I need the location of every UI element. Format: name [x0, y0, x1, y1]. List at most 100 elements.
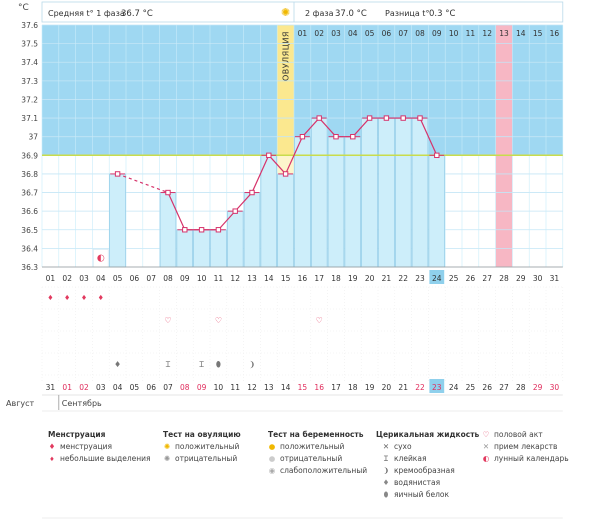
cycle-day-label: 01 [46, 274, 56, 283]
cycle-day-label: 09 [180, 274, 190, 283]
moon-icon: ◐ [482, 454, 490, 463]
calendar-date-label: 30 [550, 383, 560, 392]
calendar-date-label: 06 [146, 383, 156, 392]
phase2-day-label: 06 [382, 29, 392, 38]
cycle-day-label: 19 [348, 274, 358, 283]
calendar-date-label: 25 [466, 383, 476, 392]
temp-bar [193, 229, 210, 268]
temp-point [383, 115, 390, 121]
phase2-day-label: 12 [482, 29, 492, 38]
temp-bar [428, 155, 445, 268]
calendar-date-label: 24 [449, 383, 459, 392]
sticky-icon: Ɪ [166, 360, 171, 369]
current-date-highlight [429, 379, 445, 393]
cycle-day-label: 22 [398, 274, 408, 283]
calendar-date-label: 14 [281, 383, 291, 392]
calendar-date-label: 04 [113, 383, 123, 392]
temp-point [417, 115, 423, 121]
cycle-day-label: 23 [415, 274, 425, 283]
temp-bar [394, 117, 412, 268]
temp-bar [361, 117, 378, 268]
temp-point [316, 115, 322, 121]
calendar-date-label: 31 [46, 383, 56, 392]
diff-label: Разница t° [385, 9, 429, 18]
legend-pt-positive: положительный [280, 442, 345, 451]
legend-pt-weak: слабоположительный [280, 466, 368, 475]
calendar-date-label: 16 [314, 383, 324, 392]
cycle-day-label: 10 [197, 274, 207, 283]
cycle-day-label: 11 [214, 274, 224, 283]
temp-line-segment [285, 136, 303, 175]
ovulation-band [277, 25, 294, 156]
legend-fluid-title: Церикальная жидкость [376, 430, 480, 439]
cycle-day-label: 05 [113, 274, 123, 283]
temp-point [434, 152, 440, 159]
temp-point [232, 208, 238, 214]
legend-intercourse: половой акт [494, 430, 543, 439]
calendar-date-label: 21 [398, 383, 408, 392]
menstruation-drop-icon: ♦ [47, 294, 53, 302]
calendar-date-label: 08 [180, 383, 190, 392]
temp-point [182, 227, 188, 233]
cycle-day-label: 16 [298, 274, 308, 283]
calendar-date-label: 29 [533, 383, 543, 392]
ovulation-sun-icon: ✺ [281, 6, 290, 19]
temp-bar [176, 229, 193, 268]
temp-line-segment [117, 173, 169, 194]
drop-icon: ♦ [48, 442, 56, 451]
legend-moon: лунный календарь [494, 454, 569, 463]
phase2-day-label: 08 [415, 29, 425, 38]
intercourse-heart-icon: ♡ [316, 316, 323, 325]
y-tick-label: 36.9 [21, 151, 38, 160]
moon-icon: ◐ [97, 254, 105, 264]
calendar-date-label: 19 [365, 383, 375, 392]
y-tick-label: 37.6 [21, 21, 38, 30]
cycle-day-label: 03 [79, 274, 89, 283]
temp-bar [243, 192, 261, 268]
calendar-date-label: 18 [348, 383, 358, 392]
y-axis-unit: °C [18, 3, 29, 13]
sticky-icon: Ɪ [199, 360, 204, 369]
legend-ovt-negative: отрицательный [175, 454, 238, 463]
cycle-day-label: 27 [482, 274, 492, 283]
menstruation-drop-icon: ♦ [64, 294, 70, 302]
cycle-day-label: 14 [264, 274, 274, 283]
y-tick-label: 36.4 [21, 244, 38, 253]
calendar-date-label: 27 [499, 383, 509, 392]
temp-bar [277, 173, 294, 268]
phase2-day-label: 03 [331, 29, 341, 38]
y-tick-label: 37 [28, 133, 38, 142]
phase2-day-label: 16 [550, 29, 560, 38]
temp-line-segment [217, 210, 236, 231]
month-prev-label: Август [6, 399, 35, 408]
y-tick-label: 36.3 [21, 263, 38, 272]
phase2-day-label: 07 [398, 29, 408, 38]
cycle-day-label: 31 [550, 274, 560, 283]
y-tick-label: 37.3 [21, 77, 38, 86]
calendar-date-label: 15 [298, 383, 308, 392]
temp-point [114, 171, 121, 177]
intercourse-heart-icon: ♡ [215, 316, 222, 325]
temp-point [198, 227, 205, 233]
egg-white-icon: ⬮ [383, 490, 389, 499]
cycle-day-label: 07 [146, 274, 156, 283]
temp-bar [227, 210, 244, 268]
cycle-day-label: 17 [314, 274, 324, 283]
temp-line-segment [268, 154, 287, 175]
legend-fluid-creamy: кремообразная [394, 466, 455, 475]
creamy-icon: ❩ [382, 466, 390, 475]
cycle-day-label: 30 [533, 274, 543, 283]
phase1-value: 36.7 °C [121, 9, 153, 19]
watery-icon: ♦ [114, 360, 121, 369]
phase2-day-label: 02 [314, 29, 324, 38]
header-bar [41, 1, 564, 23]
cycle-day-label: 25 [449, 274, 459, 283]
calendar-date-label: 13 [264, 383, 274, 392]
calendar-date-label: 09 [197, 383, 207, 392]
cycle-day-label: 29 [516, 274, 526, 283]
ovulation-label: ОВУЛЯЦИЯ [282, 31, 291, 81]
temp-point [249, 189, 255, 196]
temp-bar [310, 117, 328, 268]
current-day-highlight [429, 270, 445, 284]
